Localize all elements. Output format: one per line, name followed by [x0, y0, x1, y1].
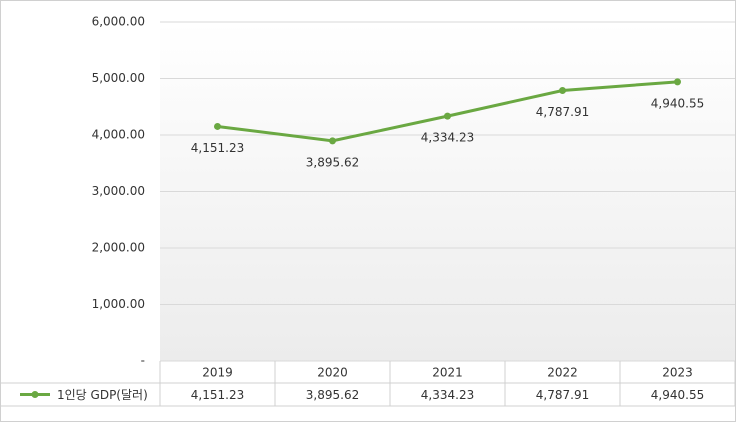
- data-point: [674, 78, 681, 86]
- table-value: 4,151.23: [191, 388, 244, 402]
- data-point: [559, 86, 566, 94]
- y-tick-label: 2,000.00: [92, 241, 145, 255]
- data-label: 4,940.55: [651, 96, 704, 110]
- data-label: 4,334.23: [421, 131, 474, 145]
- x-tick-label: 2019: [202, 366, 233, 380]
- y-tick-label: 3,000.00: [92, 184, 145, 198]
- legend-label: 1인당 GDP(달러): [57, 388, 148, 402]
- data-label: 3,895.62: [306, 155, 359, 169]
- y-tick-label: 4,000.00: [92, 128, 145, 142]
- x-tick-label: 2020: [317, 366, 348, 380]
- x-tick-label: 2021: [432, 366, 463, 380]
- table-value: 4,334.23: [421, 388, 474, 402]
- y-tick-label: 1,000.00: [92, 297, 145, 311]
- data-point: [444, 112, 451, 120]
- table-value: 4,940.55: [651, 388, 704, 402]
- y-tick-label: 5,000.00: [92, 71, 145, 85]
- data-label: 4,787.91: [536, 105, 589, 119]
- x-tick-label: 2023: [662, 366, 693, 380]
- data-point: [214, 122, 221, 130]
- data-point: [329, 137, 336, 145]
- table-value: 4,787.91: [536, 388, 589, 402]
- x-tick-label: 2022: [547, 366, 578, 380]
- data-label: 4,151.23: [191, 141, 244, 155]
- y-tick-label: -: [141, 354, 145, 368]
- y-tick-label: 6,000.00: [92, 15, 145, 29]
- table-value: 3,895.62: [306, 388, 359, 402]
- legend-marker: [31, 391, 39, 398]
